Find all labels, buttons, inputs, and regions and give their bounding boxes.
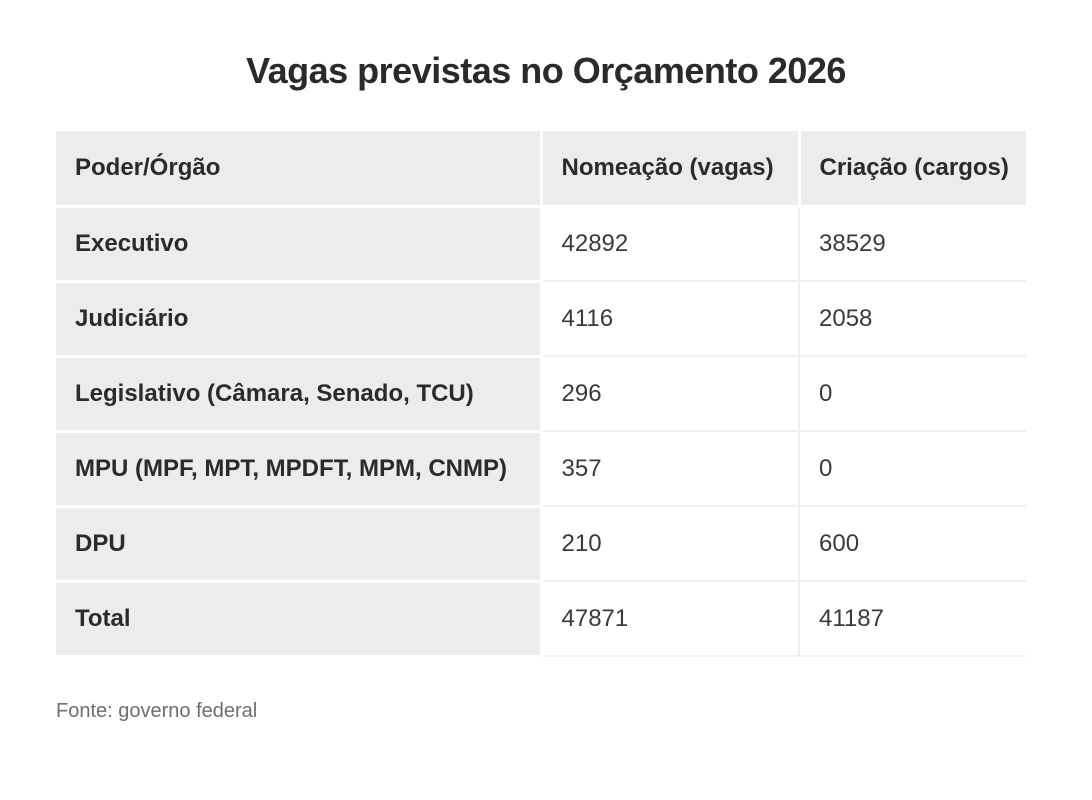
nomeacao-value: 210 bbox=[541, 506, 800, 582]
table-row: Legislativo (Câmara, Senado, TCU) 296 0 bbox=[56, 356, 1026, 433]
criacao-value: 2058 bbox=[799, 281, 1026, 357]
nomeacao-value: 357 bbox=[541, 431, 800, 507]
nomeacao-value: 296 bbox=[541, 356, 800, 432]
table-row-total: Total 47871 41187 bbox=[56, 581, 1026, 658]
nomeacao-value: 47871 bbox=[541, 581, 800, 657]
row-label: MPU (MPF, MPT, MPDFT, MPM, CNMP) bbox=[56, 431, 543, 508]
row-label: Executivo bbox=[56, 206, 543, 283]
table-title: Vagas previstas no Orçamento 2026 bbox=[246, 50, 846, 91]
criacao-value: 600 bbox=[799, 506, 1026, 582]
row-label: Judiciário bbox=[56, 281, 543, 358]
row-label: Total bbox=[56, 581, 543, 658]
row-label: DPU bbox=[56, 506, 543, 583]
column-header-nomeacao: Nomeação (vagas) bbox=[541, 131, 801, 208]
nomeacao-value: 42892 bbox=[541, 206, 800, 282]
row-label: Legislativo (Câmara, Senado, TCU) bbox=[56, 356, 543, 433]
table-row: Judiciário 4116 2058 bbox=[56, 281, 1026, 358]
table-row: Executivo 42892 38529 bbox=[56, 206, 1026, 283]
column-header-criacao: Criação (cargos) bbox=[799, 131, 1026, 208]
criacao-value: 0 bbox=[799, 356, 1026, 432]
source-note: Fonte: governo federal bbox=[56, 700, 258, 722]
nomeacao-value: 4116 bbox=[541, 281, 800, 357]
data-table: Poder/Órgão Nomeação (vagas) Criação (ca… bbox=[56, 131, 1026, 658]
criacao-value: 41187 bbox=[799, 581, 1026, 657]
table-row: MPU (MPF, MPT, MPDFT, MPM, CNMP) 357 0 bbox=[56, 431, 1026, 508]
column-header-poder-orgao: Poder/Órgão bbox=[56, 131, 543, 208]
criacao-value: 0 bbox=[799, 431, 1026, 507]
table-header-row: Poder/Órgão Nomeação (vagas) Criação (ca… bbox=[56, 131, 1026, 208]
criacao-value: 38529 bbox=[799, 206, 1026, 282]
table-row: DPU 210 600 bbox=[56, 506, 1026, 583]
